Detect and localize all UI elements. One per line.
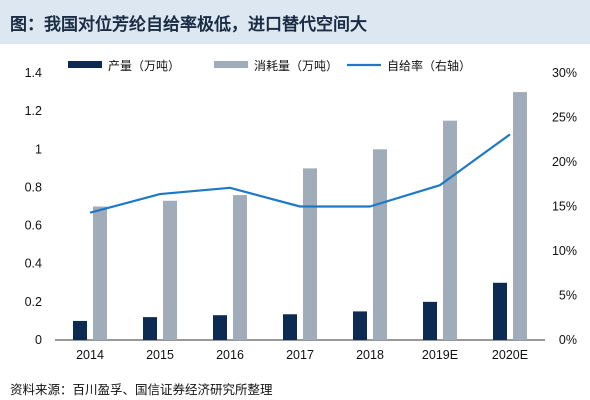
legend-production-label: 产量（万吨）	[108, 59, 180, 73]
x-tick-label: 2014	[76, 348, 104, 362]
right-tick-label: 30%	[552, 66, 577, 80]
right-axis: 0% 5% 10% 15% 20% 25% 30%	[552, 66, 577, 347]
bar-consumption	[513, 92, 527, 340]
bar-consumption	[373, 149, 387, 340]
right-tick-label: 5%	[559, 289, 577, 303]
left-tick-label: 0.8	[25, 180, 42, 194]
title-bar	[0, 0, 590, 44]
bar-consumption	[163, 200, 177, 340]
x-tick-label: 2020E	[492, 348, 528, 362]
legend-production-swatch	[68, 61, 102, 68]
bar-production	[143, 317, 157, 340]
x-tick-label: 2016	[216, 348, 244, 362]
left-tick-label: 0.2	[25, 295, 42, 309]
x-tick-label: 2018	[356, 348, 384, 362]
right-tick-label: 15%	[552, 200, 577, 214]
legend-production: 产量（万吨）	[68, 59, 180, 73]
legend-consumption-label: 消耗量（万吨）	[254, 59, 338, 73]
right-tick-label: 10%	[552, 244, 577, 258]
x-axis: 2014 2015 2016 2017 2018 2019E 2020E	[76, 348, 528, 362]
legend-consumption: 消耗量（万吨）	[214, 59, 338, 73]
left-tick-label: 0.6	[25, 219, 42, 233]
bar-consumption	[443, 120, 457, 340]
left-axis: 0 0.2 0.4 0.6 0.8 1 1.2 1.4	[25, 66, 42, 347]
bar-production	[493, 282, 507, 340]
bar-production	[353, 311, 367, 340]
right-tick-label: 0%	[559, 333, 577, 347]
bar-consumption	[93, 206, 107, 340]
legend-self-sufficiency: 自给率（右轴）	[347, 58, 471, 73]
bar-production	[283, 314, 297, 340]
bars	[73, 92, 527, 340]
bar-production	[213, 315, 227, 340]
chart-title: 图：我国对位芳纶自给率极低，进口替代空间大	[10, 15, 367, 35]
source-note: 资料来源：百川盈孚、国信证券经济研究所整理	[10, 382, 273, 397]
x-tick-label: 2017	[286, 348, 314, 362]
left-tick-label: 1.4	[25, 66, 42, 80]
bar-consumption	[303, 168, 317, 340]
left-tick-label: 1.2	[25, 104, 42, 118]
right-tick-label: 20%	[552, 155, 577, 169]
left-tick-label: 1	[35, 142, 42, 156]
line-series	[89, 133, 511, 214]
left-tick-label: 0	[35, 333, 42, 347]
right-tick-label: 25%	[552, 111, 577, 125]
x-tick-label: 2015	[146, 348, 174, 362]
legend-self-sufficiency-label: 自给率（右轴）	[387, 58, 471, 73]
x-tick-label: 2019E	[422, 348, 458, 362]
legend: 产量（万吨） 消耗量（万吨） 自给率（右轴）	[68, 58, 471, 73]
legend-consumption-swatch	[214, 61, 248, 68]
bar-consumption	[233, 195, 247, 340]
left-tick-label: 0.4	[25, 257, 42, 271]
bar-production	[423, 301, 437, 340]
bar-production	[73, 320, 87, 340]
